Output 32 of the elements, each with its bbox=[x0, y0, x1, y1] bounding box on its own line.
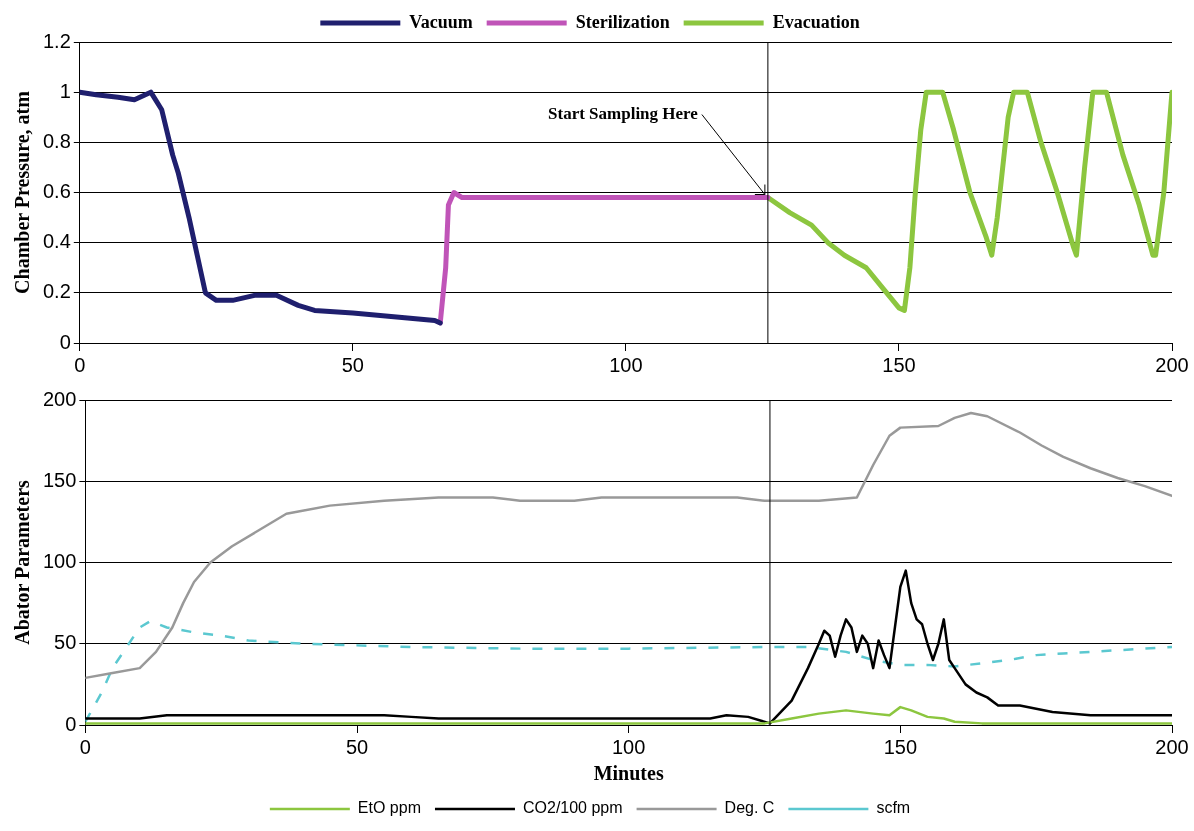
x-tick-label: 200 bbox=[1155, 735, 1189, 758]
x-tick-label: 50 bbox=[345, 735, 369, 758]
y-tick-label: 200 bbox=[42, 387, 77, 410]
annotation: Start Sampling Here bbox=[548, 103, 699, 123]
y-tick-label: 0 bbox=[59, 330, 71, 353]
legend-label: Evacuation bbox=[772, 11, 860, 32]
y-axis-title: Chamber Pressure, atm bbox=[11, 90, 34, 294]
y-axis-title: Abator Parameters bbox=[11, 480, 34, 645]
y-tick-label: 0.8 bbox=[42, 129, 71, 152]
x-tick-label: 150 bbox=[883, 735, 918, 758]
legend-label: Vacuum bbox=[409, 11, 473, 32]
y-tick-label: 0.2 bbox=[42, 280, 71, 303]
legend-label: Sterilization bbox=[575, 11, 670, 32]
x-tick-label: 100 bbox=[612, 735, 646, 758]
y-tick-label: 50 bbox=[54, 631, 77, 654]
y-tick-label: 0 bbox=[65, 712, 77, 735]
legend-label: EtO ppm bbox=[357, 799, 421, 817]
y-tick-label: 1.2 bbox=[42, 29, 71, 52]
x-tick-label: 200 bbox=[1155, 353, 1189, 376]
x-tick-label: 150 bbox=[882, 353, 916, 376]
x-tick-label: 100 bbox=[609, 353, 643, 376]
legend-label: Deg. C bbox=[724, 799, 775, 817]
y-tick-label: 100 bbox=[42, 550, 77, 573]
legend-label: CO2/100 ppm bbox=[522, 799, 623, 817]
y-tick-label: 1 bbox=[59, 79, 71, 102]
x-tick-label: 0 bbox=[79, 735, 91, 758]
x-tick-label: 50 bbox=[341, 353, 364, 376]
y-tick-label: 0.4 bbox=[42, 230, 71, 253]
y-tick-label: 150 bbox=[42, 468, 77, 491]
x-axis-title: Minutes bbox=[593, 762, 664, 785]
y-tick-label: 0.6 bbox=[42, 180, 71, 203]
legend-label: scfm bbox=[876, 799, 911, 817]
